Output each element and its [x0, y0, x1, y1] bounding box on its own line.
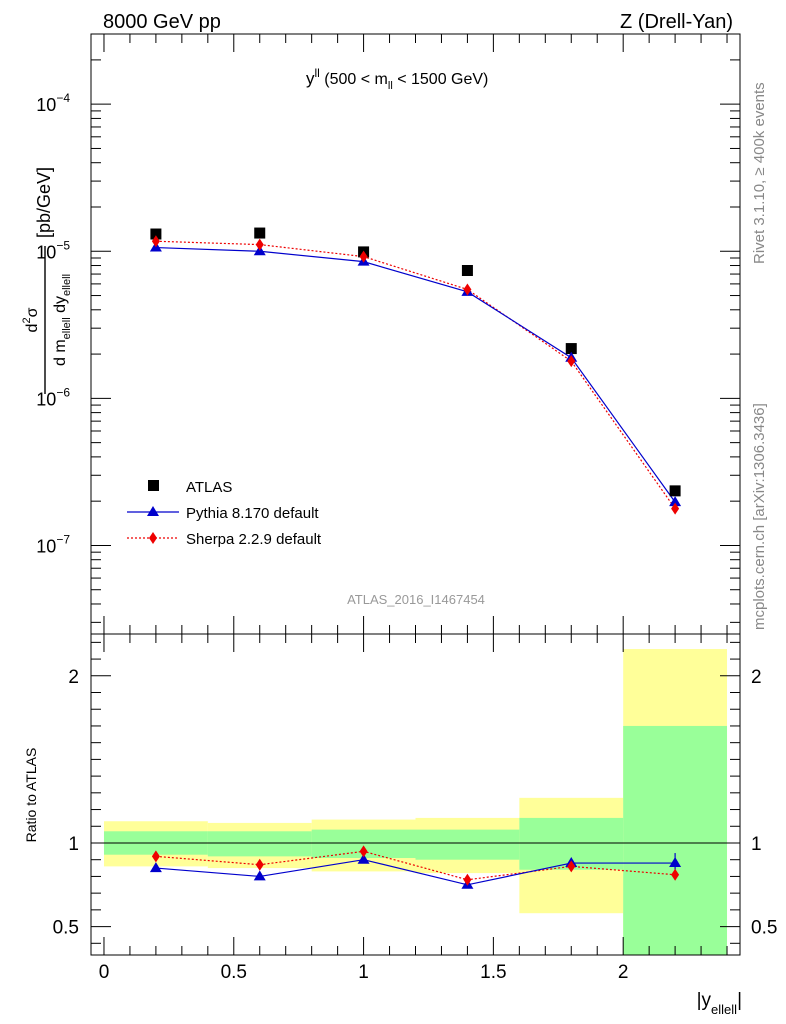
ratio-pythia-point	[669, 857, 682, 868]
legend-atlas-label: ATLAS	[186, 479, 232, 496]
ratio-ytick-label-right: 1	[751, 834, 762, 855]
title-sub: ll	[388, 80, 393, 92]
xlabel-end: |	[737, 990, 742, 1011]
ratio-pythia-line	[155, 859, 676, 886]
ytick-exponent: −7	[56, 532, 70, 546]
ratio-ytick-label-left: 0.5	[53, 918, 79, 939]
atlas-point	[461, 265, 473, 277]
ytick-base: 10	[36, 536, 56, 556]
ratio-pythia-point	[149, 862, 162, 873]
analysis-watermark: ATLAS_2016_I1467454	[347, 592, 485, 607]
sherpa-point	[567, 355, 576, 368]
ylabel-unit: [pb/GeV]	[34, 167, 54, 238]
ratio-xtick-label: 0.5	[221, 962, 247, 983]
ratio-ytick-label-left: 2	[68, 667, 79, 688]
title-main: y	[306, 69, 315, 88]
ratio-xtick-label: 2	[618, 962, 629, 983]
ratio-xtick-label: 0	[99, 962, 110, 983]
header-left: 8000 GeV pp	[103, 11, 221, 33]
legend: ATLAS Pythia 8.170 default Sherpa 2.2.9 …	[127, 479, 322, 548]
sherpa-point	[255, 238, 264, 251]
ytick-exponent: −6	[56, 385, 70, 399]
header-right: Z (Drell-Yan)	[620, 11, 733, 33]
sherpa-point	[671, 502, 680, 515]
ratio-ylabel: Ratio to ATLAS	[23, 748, 39, 843]
ratio-pythia-point	[253, 870, 266, 881]
atlas-point	[150, 228, 162, 240]
sherpa-line	[155, 240, 676, 509]
ratio-sherpa-point	[463, 873, 472, 886]
legend-pythia-label: Pythia 8.170 default	[186, 505, 319, 522]
pythia-line	[155, 246, 676, 503]
xlabel-sub: ellell	[711, 1002, 737, 1017]
legend-sherpa-label: Sherpa 2.2.9 default	[186, 531, 322, 548]
ratio-band-inner	[207, 831, 312, 857]
ratio-xlabel: |yellell|	[697, 990, 742, 1017]
main-ytick-label: 10−4	[36, 91, 70, 115]
atlas-point	[565, 343, 577, 355]
ratio-band-inner	[623, 725, 728, 955]
ytick-exponent: −5	[56, 238, 70, 252]
xlabel-main: |y	[697, 990, 712, 1011]
rivet-side-text: Rivet 3.1.10, ≥ 400k events	[751, 82, 768, 264]
ratio-sherpa-point	[567, 860, 576, 873]
title-rest: (500 < m	[320, 71, 388, 88]
pythia-point	[669, 496, 682, 507]
ratio-pythia-point	[357, 853, 370, 864]
legend-atlas-marker	[148, 480, 159, 491]
mcplots-side-text: mcplots.cern.ch [arXiv:1306.3436]	[751, 403, 768, 630]
ylabel-denominator: d mellell dyellell	[52, 274, 73, 366]
main-ytick-label: 10−6	[36, 385, 70, 409]
legend-pythia-marker	[147, 506, 159, 516]
atlas-point	[669, 485, 681, 497]
ratio-xtick-label: 1	[358, 962, 369, 983]
ytick-exponent: −4	[56, 91, 70, 105]
atlas-point	[254, 227, 266, 239]
title-end: < 1500 GeV)	[393, 71, 489, 88]
ytick-base: 10	[36, 95, 56, 115]
main-ytick-label: 10−7	[36, 532, 70, 556]
main-panel: 10−710−610−510−4 yll (500 < mll < 1500 G…	[21, 33, 741, 635]
sherpa-point	[151, 235, 160, 248]
title-sup: ll	[315, 66, 320, 80]
ratio-ytick-label-right: 0.5	[751, 918, 777, 939]
sherpa-point	[359, 250, 368, 263]
ytick-base: 10	[36, 242, 56, 262]
ytick-base: 10	[36, 389, 56, 409]
main-ylabel: d2σ d mellell dyellell [pb/GeV]	[21, 167, 73, 394]
ratio-sherpa-point	[151, 850, 160, 863]
ratio-sherpa-point	[255, 858, 264, 871]
ratio-ytick-label-right: 2	[751, 667, 762, 688]
ratio-band-inner	[415, 829, 520, 860]
ratio-panel: 0.5 0.5 1 1 2 2 0 0.5 1 1.5 2 Ratio to ATLAS |yell…	[23, 633, 777, 1017]
ratio-sherpa-point	[359, 845, 368, 858]
main-title: yll (500 < mll < 1500 GeV)	[306, 66, 488, 92]
ratio-sherpa-point	[671, 868, 680, 881]
ylabel-numerator: d2σ	[21, 307, 41, 332]
sherpa-point	[463, 283, 472, 296]
main-ytick-label: 10−5	[36, 238, 70, 262]
ratio-xtick-label: 1.5	[480, 962, 506, 983]
legend-sherpa-marker	[149, 532, 157, 544]
ratio-ytick-label-left: 1	[68, 834, 79, 855]
